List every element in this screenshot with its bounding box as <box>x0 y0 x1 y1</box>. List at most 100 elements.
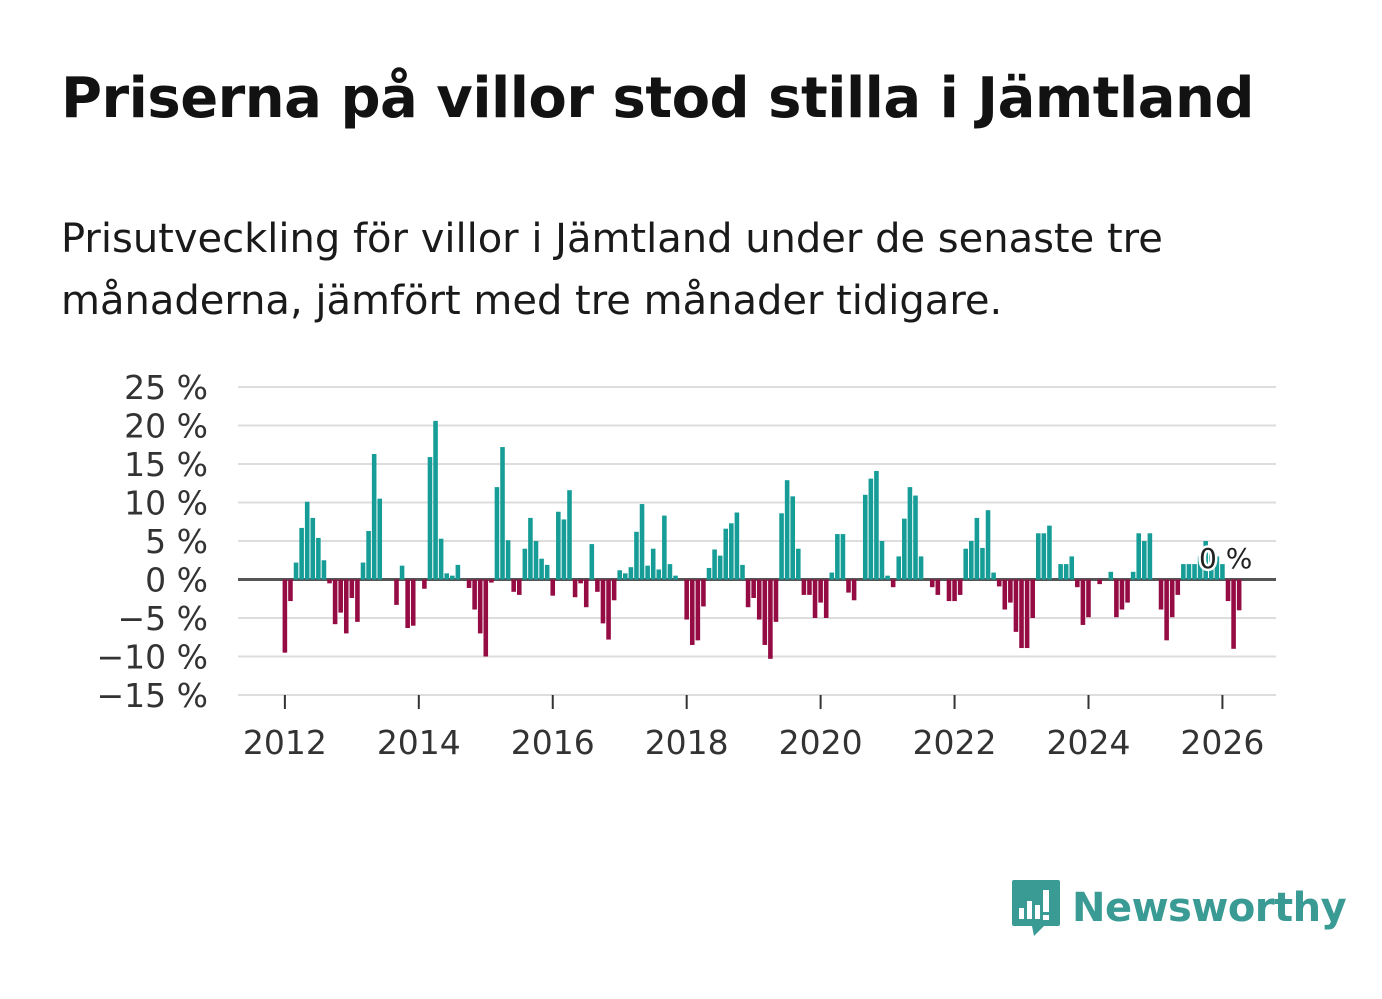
y-tick-label: 25 % <box>124 368 208 407</box>
chart-title: Priserna på villor stod stilla i Jämtlan… <box>61 66 1255 131</box>
y-axis: −15 %−10 %−5 %0 %5 %10 %15 %20 %25 % <box>97 368 209 715</box>
bar <box>611 579 617 601</box>
bar <box>868 478 874 580</box>
bar <box>377 498 383 580</box>
bar <box>952 579 957 602</box>
bar <box>885 575 890 580</box>
bar <box>751 579 756 598</box>
bar <box>1041 533 1047 580</box>
bar <box>701 579 706 607</box>
bar <box>1164 579 1169 641</box>
bar <box>879 541 885 580</box>
bar <box>1175 579 1181 595</box>
bar <box>835 534 840 580</box>
x-tick-label: 2016 <box>511 723 595 762</box>
bar <box>969 541 974 580</box>
bar <box>472 579 477 610</box>
bar <box>1108 571 1114 580</box>
bar <box>991 572 996 580</box>
y-tick-label: −15 % <box>97 676 209 715</box>
bar <box>1203 541 1208 580</box>
bar <box>1220 564 1225 580</box>
bar <box>1197 556 1203 580</box>
bar <box>662 515 667 580</box>
bar <box>371 453 377 580</box>
bar <box>980 547 985 580</box>
bar <box>1214 556 1220 580</box>
brand-name: Newsworthy <box>1072 885 1347 931</box>
bar <box>1047 525 1052 580</box>
bar <box>483 579 489 657</box>
chart-subtitle: Prisutveckling för villor i Jämtland und… <box>61 216 1163 324</box>
bar <box>1008 579 1013 603</box>
bar <box>689 579 695 645</box>
x-tick-label: 2012 <box>243 723 327 762</box>
bar <box>673 575 678 580</box>
bar <box>617 570 623 580</box>
bar <box>902 518 907 580</box>
bar <box>896 556 902 580</box>
bar <box>823 579 829 618</box>
bar <box>656 569 662 580</box>
bar <box>1169 579 1175 618</box>
bar <box>343 579 349 634</box>
bar <box>438 538 444 580</box>
x-axis: 2012 2014 2016 2018 2020 2022 2024 2026 <box>243 695 1264 762</box>
bar <box>851 579 857 601</box>
bar <box>773 579 779 622</box>
bar <box>288 579 293 602</box>
bar <box>807 579 812 595</box>
bar <box>1075 579 1080 588</box>
bar <box>539 558 544 580</box>
y-tick-label: 5 % <box>145 522 208 561</box>
x-tick-label: 2024 <box>1046 723 1130 762</box>
bar <box>918 556 924 580</box>
bar <box>1181 564 1186 580</box>
bar <box>935 579 941 595</box>
bar <box>572 579 578 598</box>
bar <box>332 579 338 625</box>
bar <box>556 511 561 580</box>
bar <box>684 579 689 620</box>
bar <box>494 487 500 580</box>
bar <box>427 457 433 580</box>
x-tick-label: 2014 <box>377 723 461 762</box>
bar <box>623 573 628 580</box>
bar <box>1024 579 1030 649</box>
bar <box>1019 579 1024 649</box>
bar <box>768 579 773 659</box>
y-tick-label: −5 % <box>118 599 209 638</box>
bar <box>634 531 639 580</box>
bar <box>812 579 818 618</box>
bar <box>907 487 913 580</box>
bar <box>695 579 701 641</box>
x-tick-label: 2020 <box>779 723 863 762</box>
bar <box>790 496 796 580</box>
bar <box>1035 533 1041 580</box>
bar <box>1225 579 1231 602</box>
bar <box>466 579 472 588</box>
bar <box>561 519 567 580</box>
bar <box>500 447 505 580</box>
bar <box>595 579 600 592</box>
bar <box>801 579 807 595</box>
bar <box>1130 571 1136 580</box>
bar <box>784 480 790 580</box>
bar <box>1114 579 1119 618</box>
bar <box>645 565 650 580</box>
bar <box>310 517 316 580</box>
bar <box>567 490 572 580</box>
bar <box>321 560 327 580</box>
bar <box>366 530 371 580</box>
bar <box>840 534 846 580</box>
bar <box>511 579 516 592</box>
y-tick-label: 0 % <box>145 561 208 600</box>
bar <box>444 573 450 580</box>
bar <box>862 494 868 580</box>
bar <box>293 562 299 580</box>
bar <box>450 575 455 580</box>
bar <box>874 470 879 580</box>
bar <box>913 495 918 580</box>
bar <box>405 579 410 629</box>
bar <box>1013 579 1019 632</box>
